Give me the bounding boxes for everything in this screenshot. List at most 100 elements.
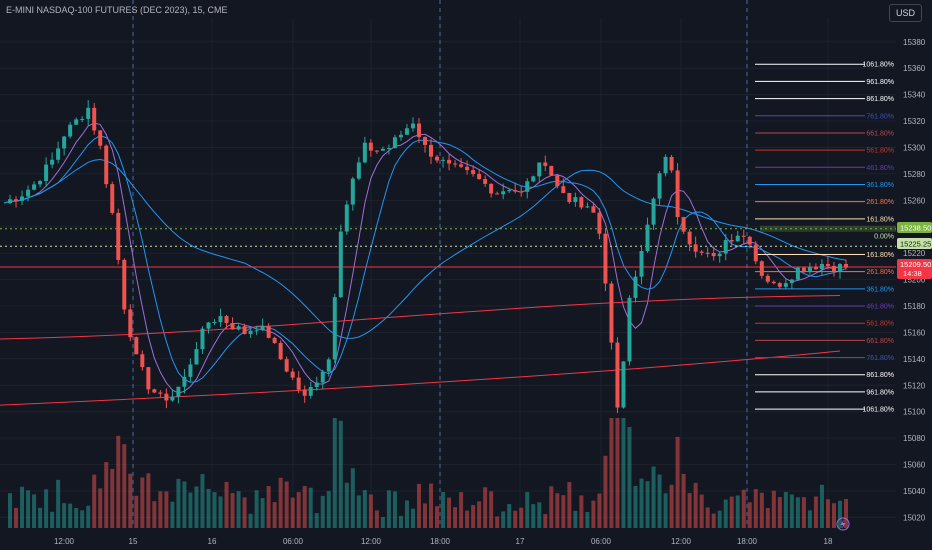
candle-body — [555, 175, 560, 187]
candle-body — [741, 235, 746, 237]
fib-level-label: 861.80% — [866, 96, 894, 103]
candle-body — [260, 325, 265, 331]
candle-body — [621, 361, 626, 408]
candle-body — [645, 224, 650, 251]
volume-bar — [356, 495, 361, 528]
volume-bar — [561, 495, 566, 528]
candle-body — [639, 250, 644, 277]
candle-body — [771, 281, 776, 284]
fib-level-label: 961.80% — [866, 389, 894, 396]
time-tick-label: 16 — [208, 537, 217, 546]
candle-body — [657, 173, 662, 199]
fib-level-label: 761.80% — [866, 113, 894, 120]
volume-bar — [837, 500, 842, 528]
candle-body — [735, 235, 740, 242]
volume-bar — [368, 494, 373, 528]
volume-bar — [242, 497, 247, 528]
fib-level-label: 1061.80% — [862, 407, 894, 414]
fib-level-label: 1061.80% — [862, 62, 894, 69]
volume-bar — [272, 502, 277, 528]
volume-bar — [669, 484, 674, 528]
candle-body — [44, 164, 49, 182]
volume-bar — [429, 483, 434, 528]
candle-body — [705, 252, 710, 254]
volume-bar — [693, 482, 698, 528]
candle-body — [278, 342, 283, 360]
candle-body — [567, 193, 572, 203]
candle-body — [717, 253, 722, 257]
candle-body — [495, 193, 500, 195]
fib-level-label: 261.80% — [866, 269, 894, 276]
volume-bar — [639, 478, 644, 528]
fib-level-label: 761.80% — [866, 355, 894, 362]
currency-selector[interactable]: USD — [888, 4, 922, 22]
volume-bar — [633, 485, 638, 528]
volume-bar — [188, 492, 193, 528]
volume-bar — [555, 493, 560, 528]
volume-bar — [416, 483, 421, 528]
last-price-text: 15209.50 — [900, 260, 931, 269]
volume-bar — [212, 492, 217, 528]
candle-body — [609, 283, 614, 343]
fib-level-label: 261.80% — [866, 199, 894, 206]
candle-body — [266, 325, 271, 338]
candle-body — [308, 386, 313, 396]
volume-bar — [477, 501, 482, 528]
candle-body — [212, 322, 217, 324]
volume-bar — [164, 491, 169, 528]
volume-bar — [104, 462, 109, 528]
volume-bar — [621, 418, 626, 528]
volume-bar — [290, 497, 295, 528]
price-tags: 15238.50 15225.25 15209.50 14:38 — [897, 222, 932, 279]
price-tick-label: 15260 — [903, 196, 926, 205]
fib-level-label: 561.80% — [866, 321, 894, 328]
price-axis[interactable]: 1538015360153401532015300152801526015240… — [903, 38, 926, 523]
candle-body — [795, 267, 800, 280]
volume-bar — [266, 486, 271, 528]
fib-level-label: 461.80% — [866, 304, 894, 311]
candle-body — [86, 107, 91, 119]
candle-body — [789, 279, 794, 284]
volume-bar — [248, 513, 253, 528]
volume-bar — [777, 497, 782, 528]
price-tick-label: 15080 — [903, 434, 926, 443]
candle-body — [807, 267, 812, 273]
candle-body — [435, 156, 440, 161]
time-axis[interactable]: 12:00 15 16 06:00 12:00 18:00 17 06:00 12:00 18:0… — [54, 537, 833, 546]
volume-bar — [128, 473, 133, 528]
candle-body — [38, 181, 43, 185]
volume-bar — [308, 487, 313, 528]
volume-bar — [567, 482, 572, 528]
volume-bar — [332, 418, 337, 528]
price-tick-label: 15140 — [903, 355, 926, 364]
volume-bar — [813, 496, 818, 528]
candle-body — [176, 386, 181, 397]
volume-bar — [615, 418, 620, 528]
candle-body — [663, 156, 668, 174]
candle-body — [525, 181, 530, 192]
candle-body — [26, 189, 31, 197]
last-price-tag: 15209.50 14:38 — [897, 259, 932, 279]
lightning-icon[interactable] — [836, 517, 850, 531]
candlesticks — [8, 100, 848, 414]
candle-body — [681, 217, 686, 232]
countdown-text: 14:38 — [903, 269, 922, 278]
candle-body — [116, 212, 121, 260]
candle-body — [531, 176, 536, 182]
candle-body — [398, 134, 403, 138]
candle-body — [392, 137, 397, 149]
volume-bar — [50, 511, 55, 528]
candle-body — [140, 354, 145, 368]
candle-body — [669, 156, 674, 171]
volume-bar — [844, 499, 848, 528]
fib-level-label: 961.80% — [866, 79, 894, 86]
time-tick-label: 06:00 — [283, 537, 304, 546]
volume-bar — [579, 495, 584, 528]
fib-level-label: 661.80% — [866, 338, 894, 345]
volume-bar — [663, 493, 668, 528]
volume-bar — [8, 493, 13, 528]
candle-body — [224, 316, 229, 324]
volume-bar — [711, 513, 716, 528]
time-tick-label: 18:00 — [430, 537, 451, 546]
